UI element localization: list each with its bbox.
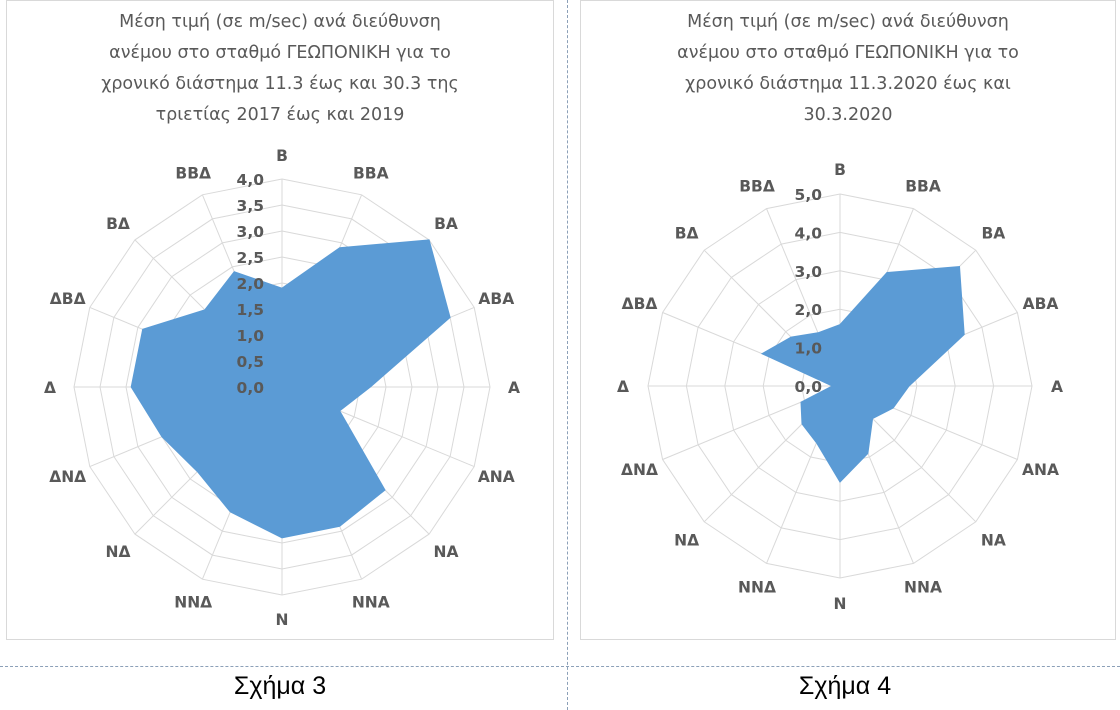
tick-label: 4,0	[795, 224, 823, 242]
category-label: ΝΑ	[981, 531, 1006, 549]
category-label: Α	[1051, 378, 1063, 396]
category-label: ΒΒΑ	[353, 165, 389, 183]
data-area	[760, 265, 965, 483]
radar-chart-2: Β ΒΒΑ ΒΑ ΑΒΑ Α ΑΝΑ ΝΑ ΝΝΑ Ν ΝΝΔ ΝΔ ΔΝΔ Δ ΔΒΔ ΒΔ ΒΒΔ 0,0 1…	[617, 161, 1063, 613]
category-label: ΝΔ	[106, 543, 131, 561]
category-label: Β	[276, 147, 288, 165]
tick-label: 0,5	[237, 353, 264, 371]
category-label: ΔΝΔ	[621, 461, 658, 479]
category-label: ΒΑ	[434, 215, 458, 233]
tick-label: 0,0	[237, 379, 265, 397]
tick-label: 2,0	[795, 301, 823, 319]
vertical-divider	[567, 0, 568, 710]
category-label: Δ	[44, 379, 56, 397]
chart-title-line: χρονικό διάστημα 11.3 έως και 30.3 της	[101, 74, 459, 94]
chart-title-1: Μέση τιμή (σε m/sec) ανά διεύθυνση ανέμο…	[7, 7, 553, 131]
category-label: Ν	[834, 595, 847, 613]
tick-label: 0,0	[795, 378, 823, 396]
chart-title-line: Μέση τιμή (σε m/sec) ανά διεύθυνση	[687, 12, 1009, 32]
category-label: ΒΒΔ	[175, 165, 211, 183]
category-label: ΝΔ	[674, 531, 699, 549]
category-label: ΝΝΑ	[352, 593, 390, 611]
category-label: ΔΒΔ	[622, 295, 658, 313]
tick-label: 3,0	[795, 263, 823, 281]
category-label: ΒΑ	[981, 225, 1005, 243]
chart-title-line: χρονικό διάστημα 11.3.2020 έως και	[685, 74, 1011, 94]
tick-label: 2,0	[237, 275, 265, 293]
category-label: ΝΝΔ	[174, 593, 212, 611]
category-label: Δ	[617, 378, 629, 396]
chart-title-line: Μέση τιμή (σε m/sec) ανά διεύθυνση	[119, 12, 441, 32]
chart-title-line: ανέμου στο σταθμό ΓΕΩΠΟΝΙΚΗ για το	[109, 43, 451, 63]
category-label: ΔΒΔ	[50, 290, 86, 308]
category-label: Β	[834, 161, 846, 179]
category-label: ΔΝΔ	[49, 468, 86, 486]
category-label: ΝΝΑ	[904, 579, 942, 597]
chart-title-2: Μέση τιμή (σε m/sec) ανά διεύθυνση ανέμο…	[581, 7, 1115, 131]
category-label: ΑΝΑ	[1022, 461, 1059, 479]
tick-label: 1,5	[237, 301, 264, 319]
horizontal-divider	[0, 666, 1120, 667]
tick-label: 3,0	[237, 223, 265, 241]
chart-panel-1: Μέση τιμή (σε m/sec) ανά διεύθυνση ανέμο…	[6, 0, 554, 640]
category-label: ΒΒΔ	[739, 178, 775, 196]
tick-label: 1,0	[795, 340, 823, 358]
chart-title-line: 30.3.2020	[803, 105, 893, 125]
figure-caption-3: Σχήμα 3	[233, 672, 327, 700]
category-label: ΑΒΑ	[478, 290, 514, 308]
category-label: ΝΝΔ	[738, 579, 776, 597]
category-label: Α	[508, 379, 520, 397]
category-label: ΑΒΑ	[1023, 295, 1059, 313]
radar-chart-1: Β ΒΒΑ ΒΑ ΑΒΑ Α ΑΝΑ ΝΑ ΝΝΑ Ν ΝΝΔ ΝΔ ΔΝΔ Δ ΔΒΔ ΒΔ ΒΒΔ 0,0 0…	[44, 147, 520, 629]
figure-caption-4: Σχήμα 4	[798, 672, 892, 700]
data-area	[130, 239, 451, 539]
chart-title-line: τριετίας 2017 έως και 2019	[155, 105, 405, 125]
category-label: ΒΔ	[675, 225, 699, 243]
category-label: ΒΒΑ	[905, 178, 941, 196]
chart-panel-2: Μέση τιμή (σε m/sec) ανά διεύθυνση ανέμο…	[580, 0, 1116, 640]
tick-label: 1,0	[237, 327, 265, 345]
chart-title-line: ανέμου στο σταθμό ΓΕΩΠΟΝΙΚΗ για το	[677, 43, 1019, 63]
category-label: ΒΔ	[106, 215, 130, 233]
tick-label: 2,5	[237, 249, 264, 267]
tick-label: 4,0	[237, 171, 265, 189]
category-label: ΑΝΑ	[478, 468, 515, 486]
tick-label: 3,5	[237, 197, 264, 215]
category-label: Ν	[276, 611, 289, 629]
category-label: ΝΑ	[434, 543, 459, 561]
tick-label: 5,0	[795, 186, 823, 204]
